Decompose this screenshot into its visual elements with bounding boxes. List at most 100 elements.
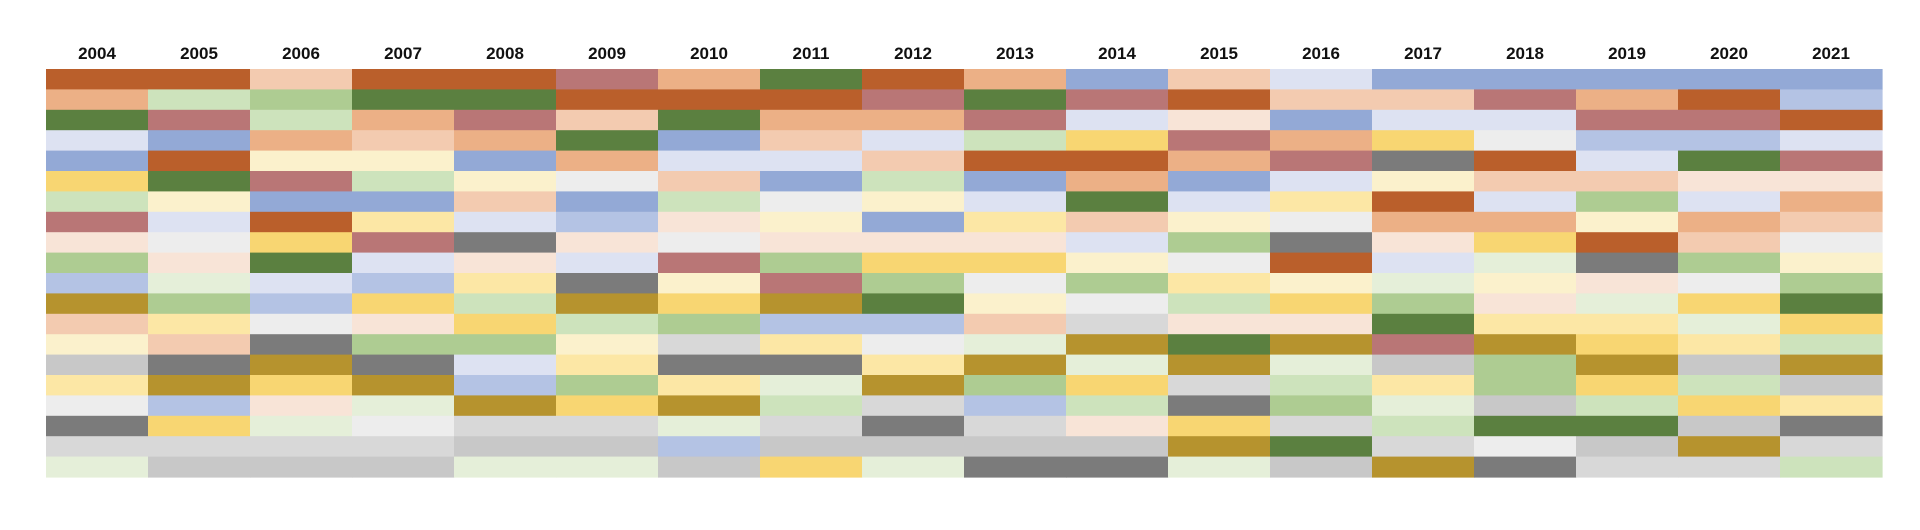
heatmap-cell	[658, 69, 761, 90]
heatmap-cell	[658, 171, 761, 192]
heatmap-cell	[46, 89, 149, 111]
heatmap-cell	[1168, 313, 1271, 335]
heatmap-cell	[1474, 232, 1577, 254]
heatmap-cell	[250, 232, 353, 254]
heatmap-cell	[1066, 211, 1169, 233]
heatmap-cell	[1168, 89, 1271, 111]
heatmap-cell	[658, 436, 761, 458]
heatmap-cell	[454, 436, 557, 458]
heatmap-cell	[1270, 313, 1373, 335]
heatmap-cell	[1168, 354, 1271, 376]
heatmap-cell	[46, 69, 149, 90]
heatmap-cell	[1066, 456, 1169, 478]
heatmap-cell	[454, 89, 557, 111]
heatmap-cell	[964, 436, 1067, 458]
heatmap-cell	[556, 109, 659, 131]
heatmap-cell	[1474, 415, 1577, 437]
heatmap-cell	[46, 171, 149, 192]
heatmap-cell	[454, 354, 557, 376]
heatmap-cell	[352, 211, 455, 233]
heatmap-cell	[148, 252, 251, 274]
heatmap-cell	[1474, 69, 1577, 90]
heatmap-cell	[1576, 211, 1679, 233]
heatmap-cell	[1576, 150, 1679, 172]
heatmap-cell	[352, 293, 455, 315]
heatmap-cell	[46, 252, 149, 274]
year-label-2018: 2018	[1506, 44, 1544, 63]
heatmap-cell	[1474, 211, 1577, 233]
heatmap-cell	[1168, 191, 1271, 213]
heatmap-cell	[250, 395, 353, 417]
heatmap-cell	[1168, 415, 1271, 437]
heatmap-cell	[352, 456, 455, 478]
heatmap-cell	[1474, 150, 1577, 172]
heatmap-cell	[454, 171, 557, 192]
heatmap-cell	[964, 334, 1067, 356]
heatmap-cell	[454, 334, 557, 356]
heatmap-cell	[658, 211, 761, 233]
heatmap-cell	[1066, 252, 1169, 274]
heatmap-cell	[862, 354, 965, 376]
heatmap-cell	[556, 395, 659, 417]
heatmap-cell	[1270, 415, 1373, 437]
heatmap-cell	[1576, 171, 1679, 192]
heatmap-cell	[1780, 273, 1883, 294]
heatmap-cell	[46, 375, 149, 396]
heatmap-cell	[1576, 354, 1679, 376]
heatmap-cell	[1576, 109, 1679, 131]
heatmap-cell	[658, 334, 761, 356]
heatmap-cell	[760, 89, 863, 111]
heatmap-cell	[1474, 109, 1577, 131]
heatmap-cell	[556, 293, 659, 315]
year-label-2012: 2012	[894, 44, 932, 63]
heatmap-cell	[1372, 211, 1475, 233]
heatmap-cell	[964, 109, 1067, 131]
heatmap-cell	[1372, 354, 1475, 376]
heatmap-cell	[1270, 252, 1373, 274]
heatmap-cell	[556, 415, 659, 437]
heatmap-cell	[658, 150, 761, 172]
heatmap-cell	[1270, 211, 1373, 233]
heatmap-cell	[46, 273, 149, 294]
heatmap-cell	[250, 456, 353, 478]
heatmap-cell	[1678, 232, 1781, 254]
heatmap-cell	[1372, 375, 1475, 396]
heatmap-cell	[148, 375, 251, 396]
heatmap-cell	[862, 456, 965, 478]
year-label-2009: 2009	[588, 44, 626, 63]
heatmap-cell	[556, 232, 659, 254]
heatmap-cell	[1576, 334, 1679, 356]
heatmap-cell	[352, 436, 455, 458]
heatmap-cell	[352, 354, 455, 376]
heatmap-cell	[760, 232, 863, 254]
heatmap-cell	[964, 252, 1067, 274]
heatmap-cell	[1168, 232, 1271, 254]
heatmap-cell	[1576, 69, 1679, 90]
heatmap-cell	[658, 415, 761, 437]
heatmap-cell	[1372, 109, 1475, 131]
heatmap-cell	[760, 354, 863, 376]
heatmap-cell	[1168, 69, 1271, 90]
heatmap-cell	[658, 109, 761, 131]
heatmap-cell	[1678, 171, 1781, 192]
heatmap-cell	[1576, 89, 1679, 111]
heatmap-cell	[454, 211, 557, 233]
heatmap-cell	[1780, 109, 1883, 131]
heatmap-cell	[1372, 232, 1475, 254]
heatmap-cell	[964, 150, 1067, 172]
heatmap-cell	[148, 109, 251, 131]
heatmap-cell	[352, 252, 455, 274]
heatmap-cell	[862, 252, 965, 274]
heatmap-cell	[1066, 375, 1169, 396]
heatmap-cell	[964, 89, 1067, 111]
heatmap-cell	[1678, 89, 1781, 111]
heatmap-cell	[862, 109, 965, 131]
heatmap-cell	[964, 415, 1067, 437]
heatmap-cell	[556, 130, 659, 152]
heatmap-cell	[352, 334, 455, 356]
heatmap-cell	[658, 191, 761, 213]
heatmap-cell	[1270, 109, 1373, 131]
heatmap-cell	[1678, 354, 1781, 376]
heatmap-cell	[1372, 334, 1475, 356]
heatmap-cell	[1066, 109, 1169, 131]
